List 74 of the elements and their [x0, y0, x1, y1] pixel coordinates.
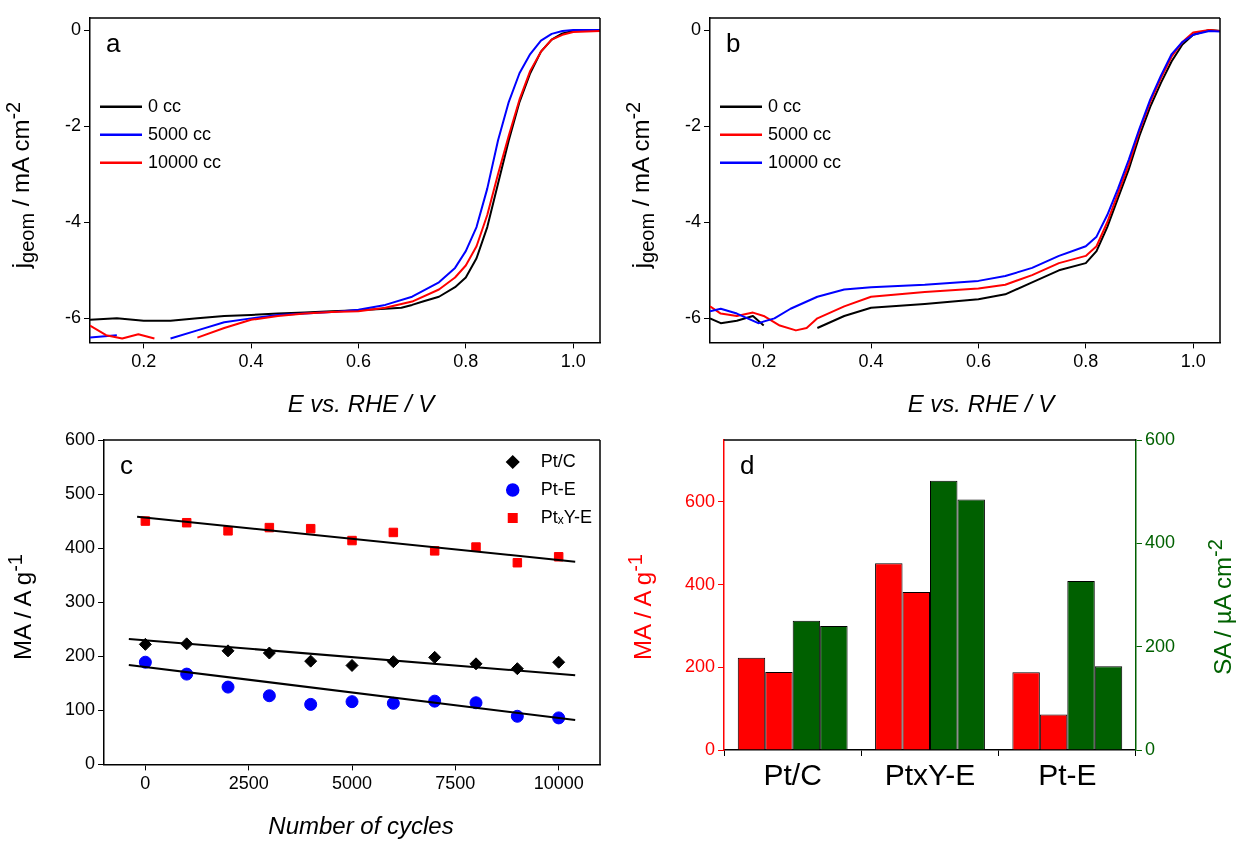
point: [386, 696, 400, 710]
legend-label: 5000 cc: [148, 123, 212, 144]
x-tick-label: 2500: [228, 773, 269, 794]
y-tick-label: -2: [64, 115, 81, 136]
x-tick-label: 1.0: [1180, 351, 1206, 372]
y-tick-label: 0: [70, 18, 81, 39]
x-axis-title: E vs. RHE / V: [286, 390, 437, 417]
legend-label: Pt-E: [540, 478, 576, 499]
annotation: b: [726, 28, 741, 59]
legend-label: 10000 cc: [768, 151, 842, 172]
y-tick-label: 600: [684, 490, 716, 511]
y-tick-label: 600: [64, 428, 96, 449]
x-tick-label: 10000: [533, 773, 584, 794]
y-tick-label: -2: [684, 115, 701, 136]
point: [262, 646, 276, 660]
x-tick-label: 0.2: [751, 351, 777, 372]
point: [223, 526, 233, 536]
point: [138, 637, 152, 651]
x-tick-label: 0.6: [965, 351, 991, 372]
point: [469, 657, 483, 671]
y2-tick-label: 200: [1144, 635, 1176, 656]
point: [304, 697, 318, 711]
point: [305, 523, 316, 534]
y-tick-label: -6: [684, 307, 701, 328]
x-axis-title: Number of cycles: [267, 812, 455, 839]
point: [552, 655, 566, 669]
legend-label: PtₓY-E: [540, 506, 593, 527]
point: [512, 557, 523, 568]
y2-tick-label: 400: [1144, 532, 1176, 553]
x-tick-label: 0.2: [131, 351, 157, 372]
y-tick-label: -4: [684, 211, 701, 232]
legend-label: Pt/C: [540, 450, 576, 471]
x-tick-label: 0.4: [858, 351, 884, 372]
y-tick-label: 200: [64, 645, 96, 666]
x-tick-label: Pt/C: [763, 758, 822, 792]
x-tick-label: 5000: [331, 773, 373, 794]
y-tick-label: 300: [64, 591, 96, 612]
y-tick-label: 100: [64, 699, 96, 720]
x-axis-title: E vs. RHE / V: [906, 390, 1057, 417]
x-tick-label: 7500: [435, 773, 476, 794]
y-tick-label: 0: [705, 738, 716, 759]
point: [428, 650, 442, 664]
legend-label: 0 cc: [148, 95, 182, 116]
x-tick-label: 0: [140, 773, 151, 794]
point: [221, 644, 235, 658]
y-tick-label: 200: [684, 656, 716, 677]
x-tick-label: Pt-E: [1038, 758, 1097, 792]
point: [471, 542, 481, 552]
point: [221, 680, 235, 694]
y-tick-label: -4: [64, 211, 81, 232]
point: [388, 527, 399, 538]
point: [345, 658, 359, 672]
y-tick-label: 0: [690, 18, 701, 39]
x-tick-label: 0.4: [238, 351, 264, 372]
y-tick-label: 500: [64, 483, 96, 504]
legend-label: 5000 cc: [768, 123, 832, 144]
legend-label: 0 cc: [768, 95, 802, 116]
y2-tick-label: 600: [1144, 428, 1176, 449]
x-tick-label: PtxY-E: [884, 758, 976, 792]
annotation: d: [740, 450, 755, 481]
x-tick-label: 0.8: [453, 351, 479, 372]
point: [345, 695, 359, 709]
point: [262, 689, 276, 703]
y2-tick-label: 0: [1144, 738, 1155, 759]
y-tick-label: 400: [64, 537, 96, 558]
legend-label: 10000 cc: [148, 151, 222, 172]
x-tick-label: 0.8: [1073, 351, 1099, 372]
annotation: a: [106, 28, 121, 59]
y-tick-label: 400: [684, 573, 716, 594]
annotation: c: [120, 450, 134, 481]
y-tick-label: -6: [64, 307, 81, 328]
x-tick-label: 1.0: [560, 351, 586, 372]
x-tick-label: 0.6: [345, 351, 371, 372]
point: [304, 654, 318, 668]
